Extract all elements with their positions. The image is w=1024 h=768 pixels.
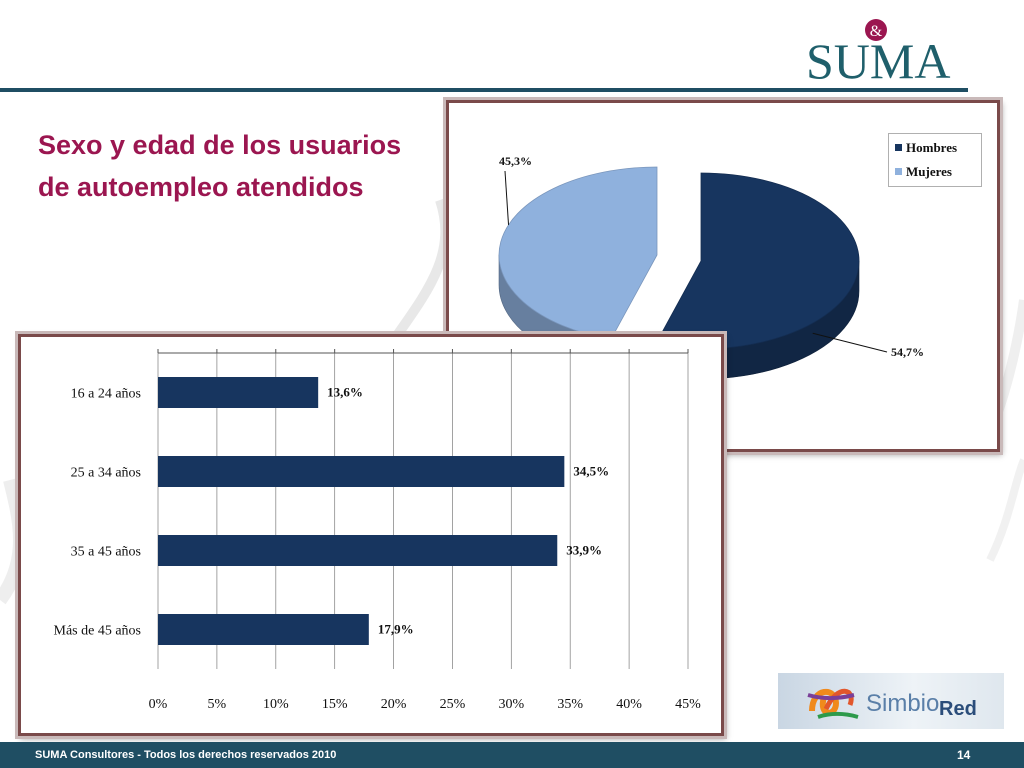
pie-leader-line	[504, 170, 510, 225]
x-tick-label: 30%	[498, 697, 524, 712]
legend-swatch-mujeres	[895, 168, 902, 175]
x-tick-label: 20%	[381, 697, 407, 712]
simbiored-text-red: Red	[939, 698, 977, 720]
x-tick-label: 5%	[208, 697, 227, 712]
suma-logo: & SUMA	[806, 19, 950, 85]
logo-ampersand: &	[870, 23, 883, 40]
pie-slice-top	[654, 172, 860, 350]
x-tick-label: 25%	[440, 697, 466, 712]
footer-bar: SUMA Consultores - Todos los derechos re…	[0, 742, 1024, 768]
pie-value-label-hombres: 54,7%	[891, 345, 924, 359]
bar-value-label: 13,6%	[327, 385, 363, 400]
bar-1	[158, 377, 319, 408]
x-tick-label: 15%	[322, 697, 348, 712]
x-tick-label: 45%	[675, 697, 701, 712]
bar-value-label: 34,5%	[573, 464, 609, 479]
bar-chart-panel: 0% 5% 10% 15% 20% 25% 30% 35% 40% 45% 16 a 24 años…	[18, 334, 724, 736]
pie-value-label-mujeres: 45,3%	[499, 154, 532, 168]
x-tick-label: 35%	[557, 697, 583, 712]
simbiored-logo: Simbio Red	[778, 673, 1004, 729]
page-number: 14	[957, 748, 971, 762]
x-tick-label: 0%	[149, 697, 168, 712]
slide-title: Sexo y edad de los usuarios de autoemple…	[38, 124, 448, 208]
category-label: 25 a 34 años	[71, 466, 141, 481]
header-rule	[0, 88, 968, 92]
pie-slice-top	[498, 166, 658, 340]
category-label: 35 a 45 años	[71, 545, 141, 560]
legend-swatch-hombres	[895, 144, 902, 151]
slide-title-line-2: de autoempleo atendidos	[38, 172, 364, 202]
legend-item-mujeres: Mujeres	[895, 164, 952, 180]
bar-chart: 0% 5% 10% 15% 20% 25% 30% 35% 40% 45% 16 a 24 años…	[54, 349, 701, 712]
x-tick-label: 10%	[263, 697, 289, 712]
footer-copyright: SUMA Consultores - Todos los derechos re…	[35, 749, 337, 761]
pie-leader-line	[812, 332, 888, 353]
category-label: Más de 45 años	[54, 624, 142, 639]
simbiored-text-simbio: Simbio	[866, 690, 939, 717]
bar-3	[158, 535, 558, 566]
legend-label-mujeres: Mujeres	[906, 164, 952, 179]
bar-4	[158, 614, 369, 645]
x-tick-label: 40%	[616, 697, 642, 712]
bar-value-label: 33,9%	[566, 543, 602, 558]
pie-legend: Hombres Mujeres	[888, 133, 982, 187]
legend-label-hombres: Hombres	[906, 140, 958, 155]
legend-item-hombres: Hombres	[895, 140, 957, 156]
simbiored-logo-graphic: Simbio Red	[807, 688, 977, 720]
bar-value-label: 17,9%	[378, 622, 414, 637]
pie-chart: 54,7% 45,3%	[498, 154, 924, 380]
bar-2	[158, 456, 565, 487]
logo-text: SUMA	[806, 33, 950, 85]
category-label: 16 a 24 años	[71, 387, 141, 402]
slide-title-line-1: Sexo y edad de los usuarios	[38, 130, 402, 160]
